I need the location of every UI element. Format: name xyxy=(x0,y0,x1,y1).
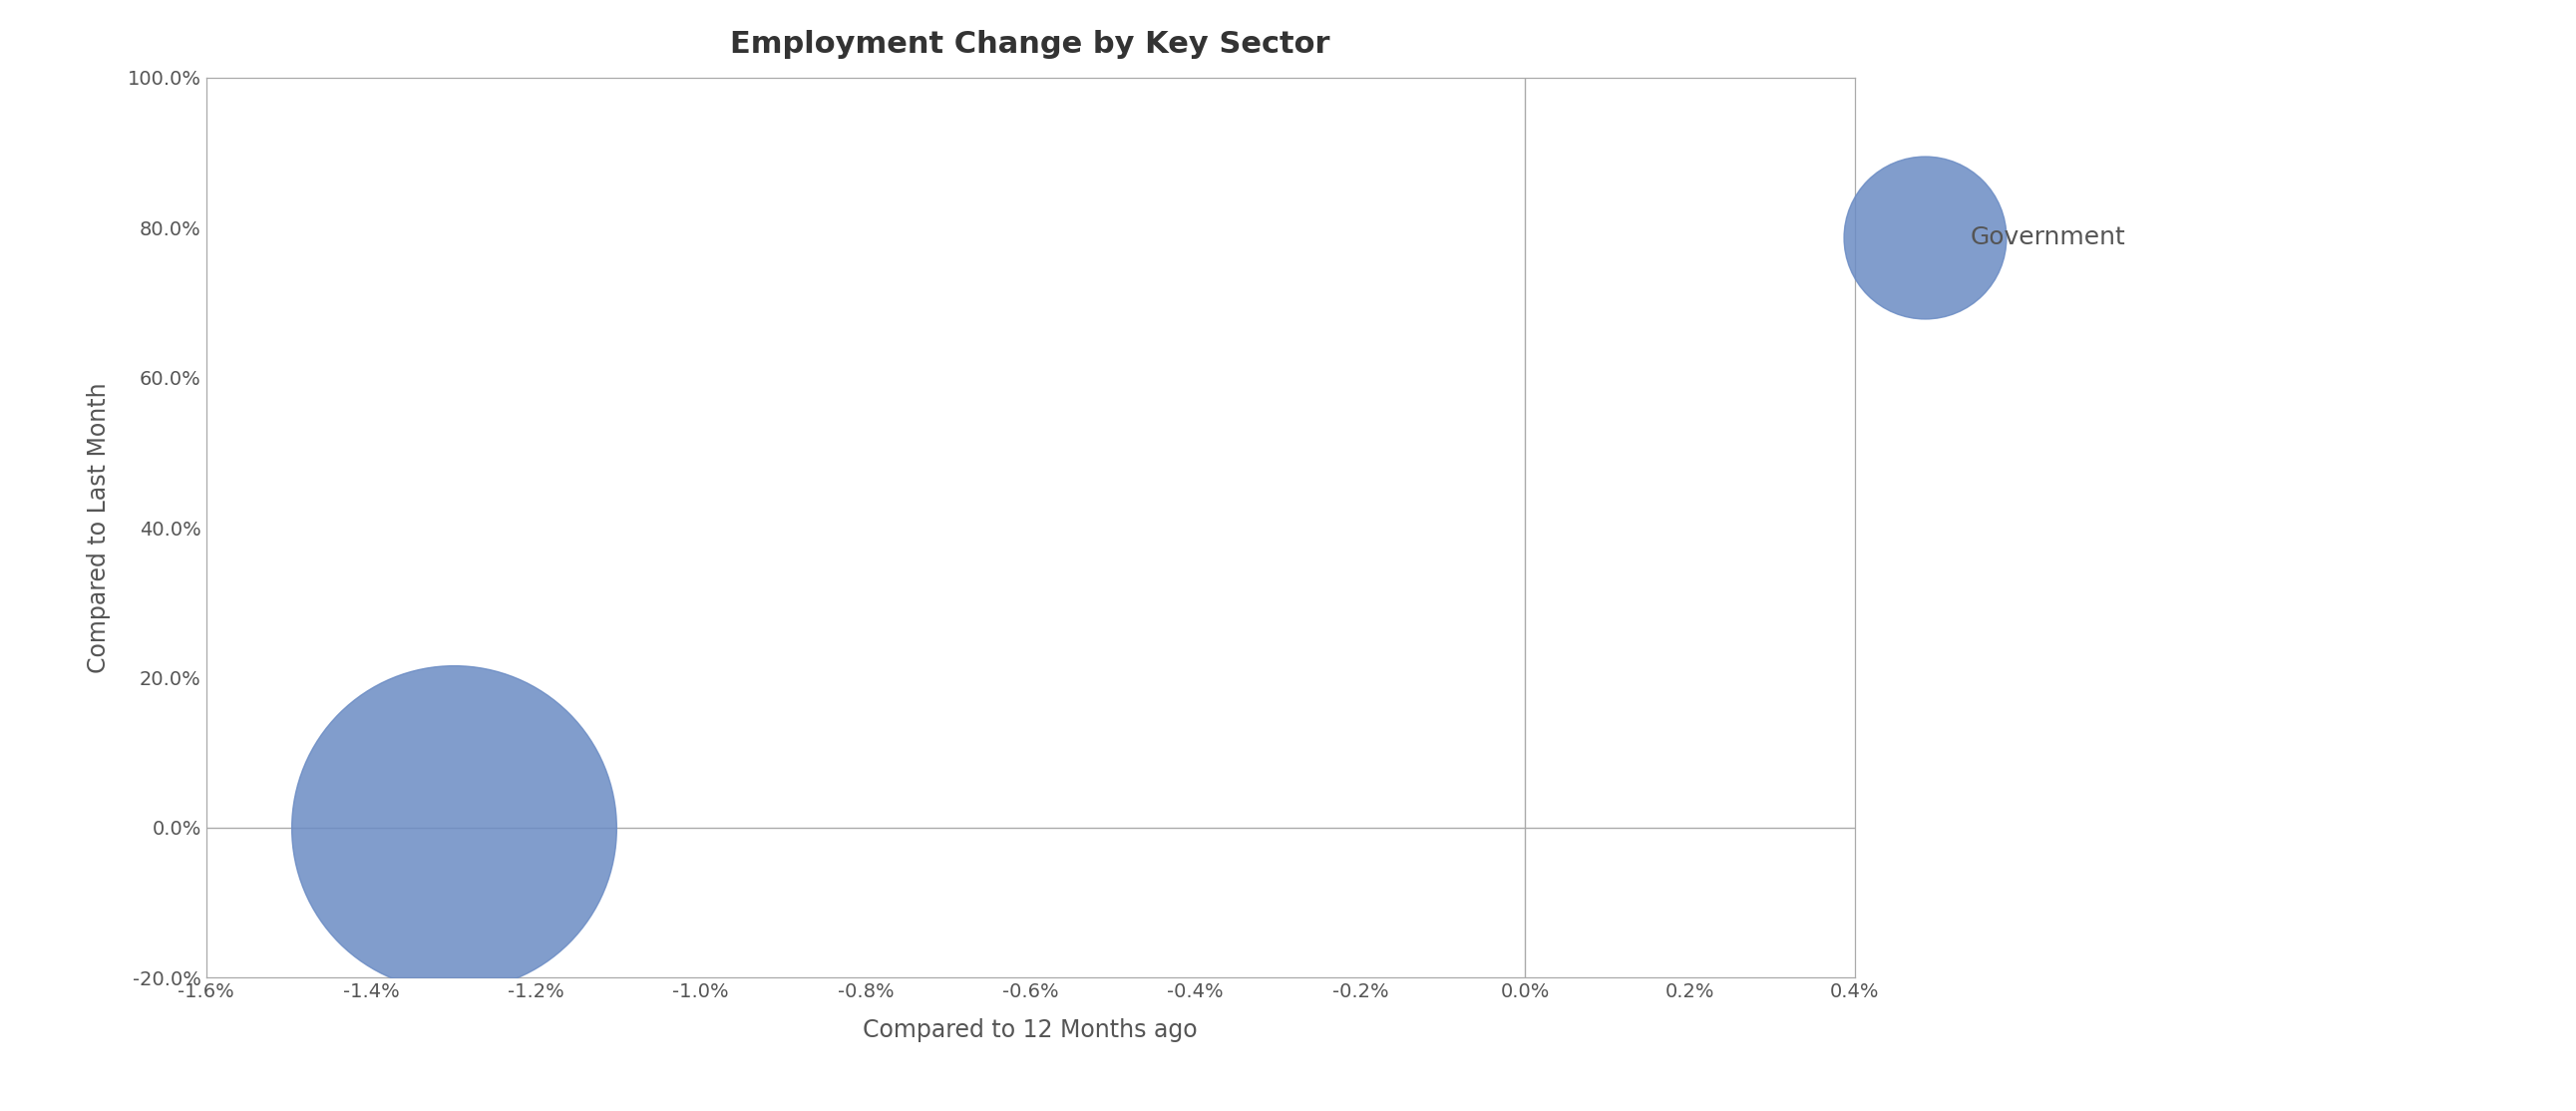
X-axis label: Compared to 12 Months ago: Compared to 12 Months ago xyxy=(863,1018,1198,1042)
Government xyxy=(433,819,474,837)
Legend: Government: Government xyxy=(1901,226,2125,249)
Y-axis label: Compared to Last Month: Compared to Last Month xyxy=(88,382,111,673)
Title: Employment Change by Key Sector: Employment Change by Key Sector xyxy=(732,30,1329,59)
